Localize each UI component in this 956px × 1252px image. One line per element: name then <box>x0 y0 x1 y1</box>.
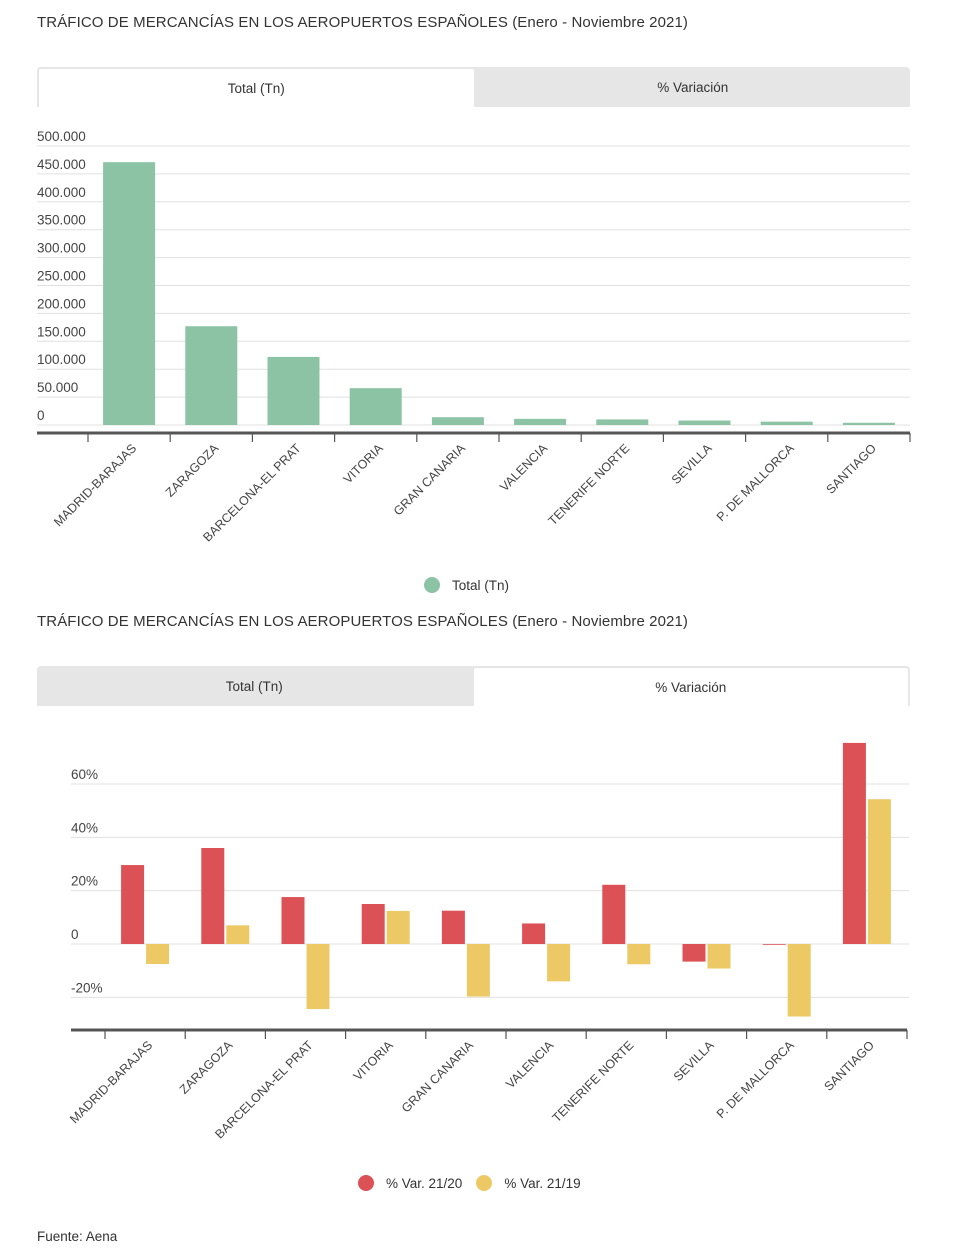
chart2-plot: -20%020%40%60%MADRID-BARAJAS ZARAGOZABARC… <box>67 742 909 1141</box>
legend-var2119-swatch-icon <box>476 1175 493 1191</box>
bar-total-tn- <box>267 356 320 425</box>
bar--var-21-19 <box>146 944 170 965</box>
x-tick-label: VITORIA <box>351 1038 397 1084</box>
bar--var-21-20 <box>842 742 866 944</box>
legend-var2120-label: % Var. 21/20 <box>386 1175 463 1191</box>
bar--var-21-19 <box>547 944 571 982</box>
y-tick-label: 450.000 <box>37 157 86 172</box>
x-tick-label: TENERIFE NORTE <box>550 1038 637 1125</box>
x-tick-label: SANTIAGO <box>821 1038 877 1094</box>
y-tick-label: 40% <box>71 820 98 835</box>
chart1-tab-total[interactable]: Total (Tn) <box>37 67 476 107</box>
bar--var-21-20 <box>522 923 546 944</box>
legend-item-var2120[interactable]: % Var. 21/20 <box>358 1175 462 1191</box>
bar--var-21-20 <box>682 944 706 962</box>
x-tick-label: GRAN CANARIA <box>399 1038 477 1116</box>
y-tick-label: 350.000 <box>37 213 86 228</box>
bar-total-tn- <box>185 326 238 425</box>
y-tick-label: 20% <box>71 874 98 889</box>
chart1-title: TRÁFICO DE MERCANCÍAS EN LOS AEROPUERTOS… <box>37 14 689 31</box>
legend-item-total[interactable]: Total (Tn) <box>424 577 509 593</box>
legend-var2120-swatch-icon <box>358 1175 374 1191</box>
bar--var-21-19 <box>707 944 731 969</box>
legend-total-label: Total (Tn) <box>452 577 510 593</box>
bar-total-tn- <box>760 421 813 425</box>
chart2-legend: % Var. 21/20 % Var. 21/19 <box>358 1175 595 1191</box>
bar--var-21-19 <box>386 910 410 944</box>
y-tick-label: 100.000 <box>37 352 86 367</box>
bar--var-21-19 <box>306 944 330 1010</box>
x-tick-label: SEVILLA <box>671 1038 717 1084</box>
y-tick-label: 200.000 <box>37 296 86 311</box>
y-tick-label: 500.000 <box>37 129 86 144</box>
y-tick-label: 250.000 <box>37 269 86 284</box>
bar--var-21-20 <box>441 910 465 944</box>
bar-total-tn- <box>349 388 402 425</box>
y-tick-label: 50.000 <box>37 380 78 395</box>
x-tick-label: VALENCIA <box>503 1038 556 1091</box>
y-tick-label: -20% <box>71 980 103 995</box>
y-tick-label: 300.000 <box>37 241 86 256</box>
bar--var-21-20 <box>121 865 145 944</box>
bar-total-tn- <box>431 417 484 425</box>
chart2-tab-total[interactable]: Total (Tn) <box>225 678 283 694</box>
bar-total-tn- <box>842 422 895 425</box>
bar--var-21-19 <box>787 944 811 1017</box>
bar--var-21-20 <box>361 903 385 944</box>
bar--var-21-19 <box>627 944 651 965</box>
bar-total-tn- <box>514 418 567 425</box>
legend-total-swatch-icon <box>424 577 440 593</box>
y-tick-label: 400.000 <box>37 185 86 200</box>
chart1-tabs: Total (Tn) % Variación <box>37 67 910 107</box>
legend-var2119-label: % Var. 21/19 <box>504 1175 581 1191</box>
y-tick-label: 0 <box>71 927 79 942</box>
bar--var-21-20 <box>281 897 305 944</box>
legend-item-var2119[interactable]: % Var. 21/19 <box>476 1175 581 1191</box>
chart1-plot: 0 50.000 100.000 150.000 200.000 250.000 300.0… <box>37 129 911 544</box>
chart2-title: TRÁFICO DE MERCANCÍAS EN LOS AEROPUERTOS… <box>37 613 689 630</box>
bar-total-tn- <box>596 419 649 425</box>
bar--var-21-20 <box>201 847 225 944</box>
bar--var-21-19 <box>226 925 250 944</box>
x-tick-label: MADRID-BARAJAS <box>67 1038 155 1126</box>
bar--var-21-20 <box>762 944 786 945</box>
y-tick-label: 150.000 <box>37 324 86 339</box>
y-tick-label: 0 <box>37 408 45 423</box>
bar-total-tn- <box>678 420 731 425</box>
chart1-tab-variation[interactable]: % Variación <box>657 79 729 95</box>
bar-total-tn- <box>103 162 156 425</box>
bar--var-21-19 <box>466 944 490 997</box>
chart2-tab-variation[interactable]: % Variación <box>471 666 910 706</box>
bar--var-21-20 <box>602 884 626 944</box>
y-tick-label: 60% <box>71 767 98 782</box>
x-tick-label: P. DE MALLORCA <box>714 1038 797 1121</box>
chart1-legend: Total (Tn) <box>424 577 523 593</box>
chart2-tabs: Total (Tn) % Variación <box>37 666 910 706</box>
source-note: Fuente: Aena <box>37 1229 118 1244</box>
x-tick-label: ZARAGOZA <box>177 1038 236 1097</box>
bar--var-21-19 <box>867 799 891 944</box>
